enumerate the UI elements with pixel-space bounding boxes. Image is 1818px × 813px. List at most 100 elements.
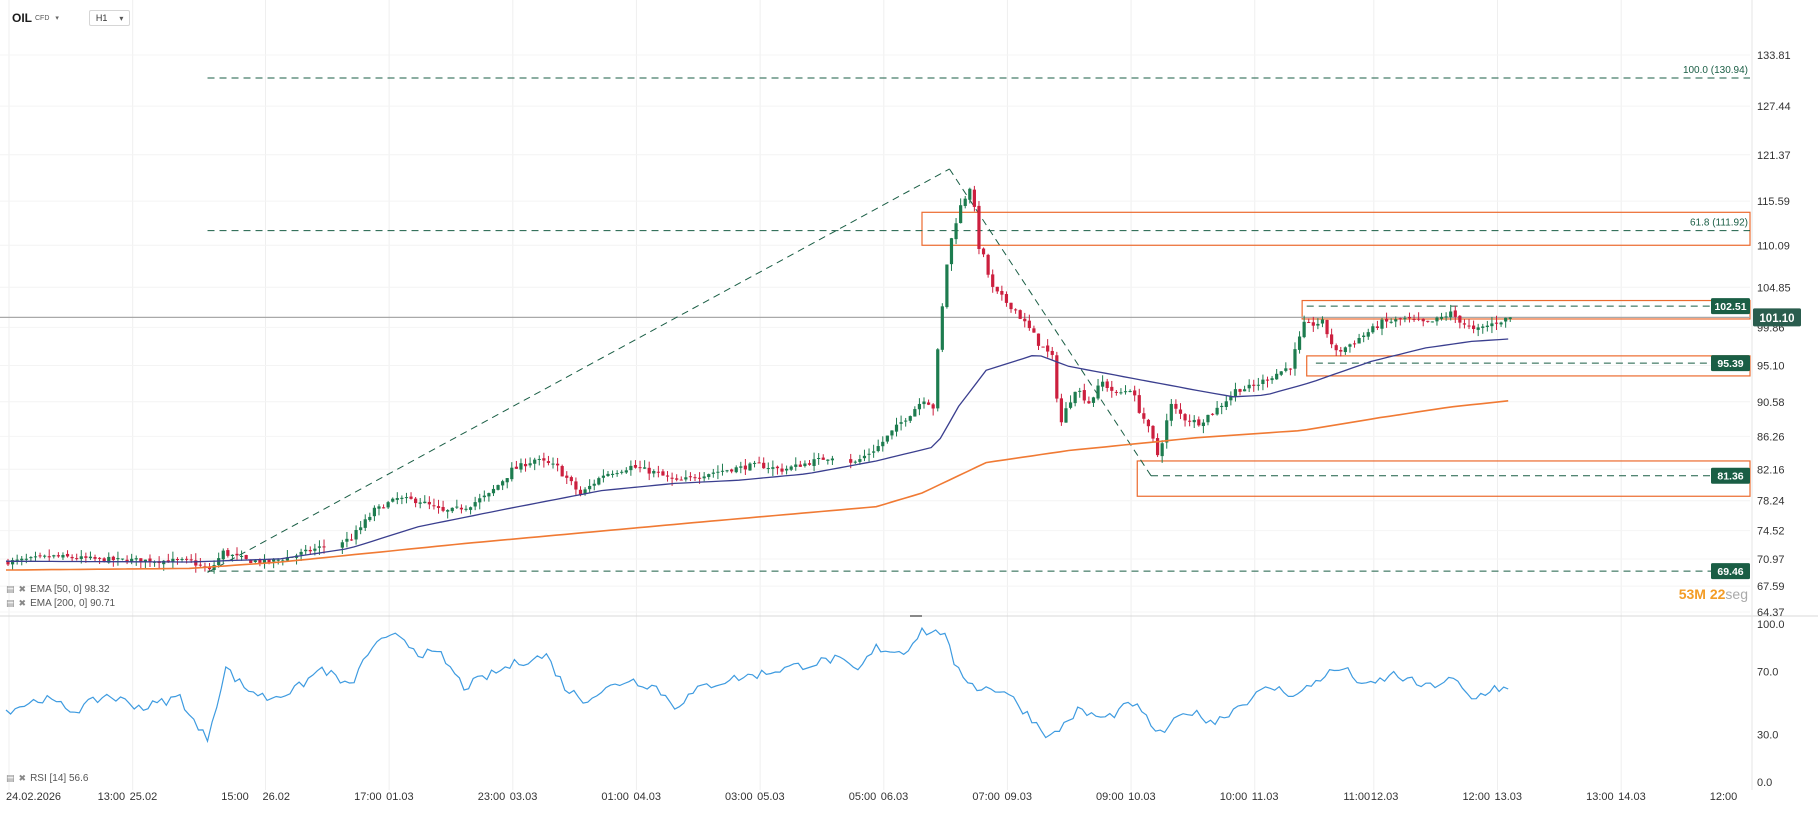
price-tick-label: 86.26 xyxy=(1757,431,1785,443)
candle-body xyxy=(1046,345,1050,352)
candle-body xyxy=(436,506,441,508)
candle-body xyxy=(995,286,999,292)
candle-body xyxy=(560,466,564,477)
candle-body xyxy=(1485,325,1489,328)
time-tick-label: 05:00 xyxy=(849,791,877,803)
candle-body xyxy=(716,471,720,473)
candle-body xyxy=(885,435,889,442)
candle-body xyxy=(592,483,596,486)
candle-body xyxy=(487,493,491,497)
candle-body xyxy=(1151,425,1155,439)
candle-body xyxy=(1380,319,1384,329)
candle-body xyxy=(1000,291,1004,295)
candle-body xyxy=(1462,323,1467,325)
price-tick-label: 133.81 xyxy=(1757,50,1791,62)
candle-body xyxy=(1123,391,1128,393)
candle-body xyxy=(725,470,729,472)
legend-rsi[interactable]: ▤ ✖ RSI [14] 56.6 xyxy=(6,773,88,784)
candle-body xyxy=(894,424,899,432)
level-102.51-badge-label: 102.51 xyxy=(1714,301,1746,313)
list-icon[interactable]: ▤ xyxy=(6,598,15,608)
candle-body xyxy=(446,510,450,512)
candle-body xyxy=(1297,336,1302,350)
price-tick-label: 110.09 xyxy=(1757,240,1790,252)
candle-body xyxy=(1206,414,1210,423)
candle-body xyxy=(977,205,981,250)
list-icon[interactable]: ▤ xyxy=(6,773,15,783)
time-tick-label: 13:00 xyxy=(1586,791,1614,803)
ema50-line xyxy=(5,338,1509,563)
rsi-tick-label: 0.0 xyxy=(1757,777,1772,789)
candle-body xyxy=(349,539,354,541)
time-tick-label: 23:00 xyxy=(478,791,506,803)
candle-body xyxy=(711,472,715,474)
candle-body xyxy=(528,463,532,466)
candle-body xyxy=(679,479,683,481)
level-69.46-badge xyxy=(1711,563,1750,580)
level-81.36-badge xyxy=(1711,467,1750,484)
candle-body xyxy=(496,485,500,490)
candle-body xyxy=(1188,420,1192,422)
candle-body xyxy=(1055,355,1059,399)
candle-body xyxy=(381,507,386,509)
candle-body xyxy=(1481,326,1485,328)
level-69.46-badge-label: 69.46 xyxy=(1717,566,1743,578)
symbol-name[interactable]: OIL xyxy=(12,11,32,25)
candle-body xyxy=(739,466,743,468)
ema50-label: EMA [50, 0] 98.32 xyxy=(30,584,110,595)
candle-body xyxy=(175,558,180,560)
candle-body xyxy=(1183,414,1187,421)
candle-body xyxy=(29,557,33,559)
candle-body xyxy=(143,559,147,562)
candle-body xyxy=(93,557,97,559)
candle-body xyxy=(1018,310,1022,319)
close-icon[interactable]: ✖ xyxy=(18,584,27,594)
candle-body xyxy=(134,558,138,560)
candle-body xyxy=(1210,413,1215,415)
level-102.51-badge xyxy=(1711,298,1750,315)
candle-body xyxy=(1004,294,1009,303)
candle-body xyxy=(638,467,642,469)
candle-body xyxy=(780,468,784,472)
candle-body xyxy=(226,550,230,556)
candle-body xyxy=(991,274,995,287)
close-icon[interactable]: ✖ xyxy=(18,598,27,608)
candle-body xyxy=(1366,332,1370,337)
symbol-dropdown-icon[interactable]: ▾ xyxy=(55,15,59,22)
price-tick-label: 95.10 xyxy=(1757,361,1785,373)
candle-body xyxy=(1439,316,1444,319)
candle-body xyxy=(1265,379,1270,381)
candle-body xyxy=(276,559,280,561)
candle-body xyxy=(1330,334,1334,345)
countdown-seconds-unit: seg xyxy=(1725,586,1748,602)
close-icon[interactable]: ✖ xyxy=(18,773,27,783)
candle-body xyxy=(908,416,912,421)
candle-body xyxy=(359,527,363,531)
legend-ema50[interactable]: ▤ ✖ EMA [50, 0] 98.32 xyxy=(6,584,110,595)
candle-body xyxy=(281,560,285,562)
zone-81 xyxy=(1136,460,1751,497)
candle-body xyxy=(1316,323,1320,326)
candle-body xyxy=(519,463,523,470)
candle-body xyxy=(675,478,679,480)
candle-body xyxy=(615,473,619,475)
candle-body xyxy=(922,401,926,405)
candle-body xyxy=(830,458,834,461)
candle-body xyxy=(464,508,468,510)
list-icon[interactable]: ▤ xyxy=(6,584,15,594)
candle-body xyxy=(926,402,931,405)
candle-body xyxy=(665,475,670,477)
candle-body xyxy=(775,466,780,469)
candle-body xyxy=(601,475,605,478)
candle-body xyxy=(450,507,454,512)
candle-body xyxy=(1201,422,1205,427)
candle-body xyxy=(120,558,125,560)
candle-body xyxy=(1155,438,1160,456)
candle-body xyxy=(949,238,954,265)
candle-body xyxy=(1284,368,1288,371)
candle-body xyxy=(194,560,198,566)
candle-body xyxy=(75,558,79,560)
legend-ema200[interactable]: ▤ ✖ EMA [200, 0] 90.71 xyxy=(6,598,115,609)
timeframe-select[interactable]: H1 ▾ xyxy=(88,10,131,26)
